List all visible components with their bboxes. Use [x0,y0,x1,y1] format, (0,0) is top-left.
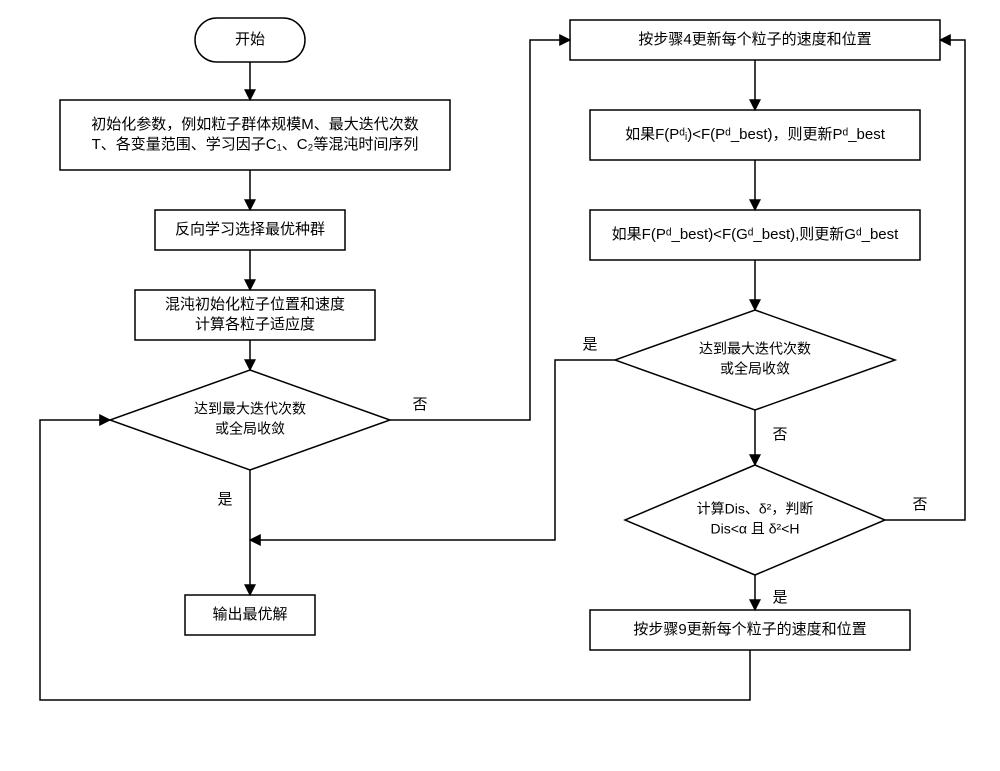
svg-text:输出最优解: 输出最优解 [212,606,287,623]
svg-text:或全局收敛: 或全局收敛 [215,421,285,437]
svg-text:如果F(Pᵈ_best)<F(Gᵈ_best),则更新Gᵈ_: 如果F(Pᵈ_best)<F(Gᵈ_best),则更新Gᵈ_best [612,226,899,243]
svg-text:如果F(Pᵈᵢ)<F(Pᵈ_best)，则更新Pᵈ_best: 如果F(Pᵈᵢ)<F(Pᵈ_best)，则更新Pᵈ_best [625,126,886,143]
svg-text:开始: 开始 [235,31,265,48]
svg-text:是: 是 [772,589,787,606]
svg-text:否: 否 [772,426,787,443]
svg-text:计算Dis、δ²，判断: 计算Dis、δ²，判断 [697,501,814,517]
svg-text:否: 否 [412,396,427,413]
svg-text:是: 是 [582,336,597,353]
svg-text:T、各变量范围、学习因子C₁、C₂等混沌时间序列: T、各变量范围、学习因子C₁、C₂等混沌时间序列 [92,135,419,153]
svg-text:或全局收敛: 或全局收敛 [720,361,790,377]
svg-text:按步骤9更新每个粒子的速度和位置: 按步骤9更新每个粒子的速度和位置 [633,621,866,638]
svg-text:达到最大迭代次数: 达到最大迭代次数 [699,341,811,357]
svg-text:初始化参数，例如粒子群体规模M、最大迭代次数: 初始化参数，例如粒子群体规模M、最大迭代次数 [91,116,419,133]
svg-text:否: 否 [912,496,927,513]
svg-text:反向学习选择最优种群: 反向学习选择最优种群 [175,221,325,238]
svg-text:达到最大迭代次数: 达到最大迭代次数 [194,401,306,417]
svg-text:按步骤4更新每个粒子的速度和位置: 按步骤4更新每个粒子的速度和位置 [638,31,871,48]
svg-text:是: 是 [217,491,232,508]
svg-text:Dis<α 且 δ²<H: Dis<α 且 δ²<H [710,521,799,537]
svg-text:计算各粒子适应度: 计算各粒子适应度 [195,315,315,333]
svg-text:混沌初始化粒子位置和速度: 混沌初始化粒子位置和速度 [165,296,345,313]
